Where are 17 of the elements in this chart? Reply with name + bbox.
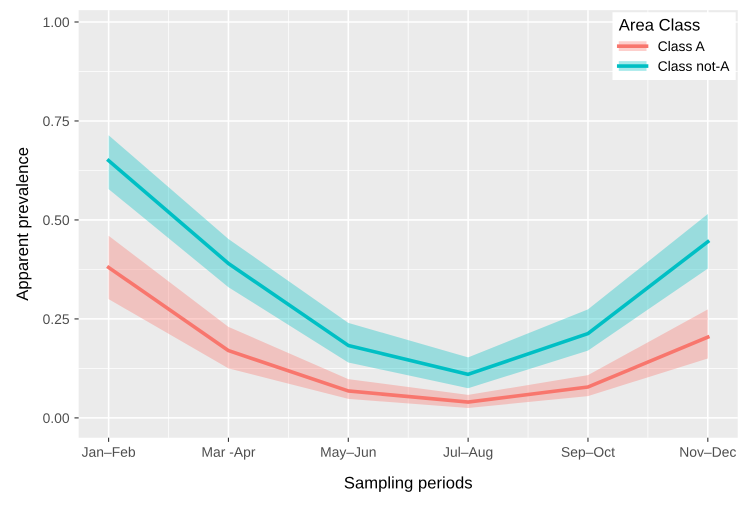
y-tick-label: 0.75	[43, 116, 70, 126]
x-tick-label: May–Jun	[321, 447, 376, 460]
x-tick-label: Nov–Dec	[680, 447, 736, 457]
x-tick-label: Mar -Apr	[202, 447, 256, 460]
x-tick-label: Jul–Aug	[443, 446, 492, 460]
x-tick-label: Jan–Feb	[82, 446, 136, 457]
legend-label: Class not-A	[658, 60, 730, 72]
x-tick-label: Sep–Oct	[562, 447, 615, 460]
y-tick-label: 0.00	[43, 413, 70, 424]
legend-label: Class A	[658, 40, 705, 52]
line-series	[106, 266, 710, 404]
legend-title: Area Class	[618, 18, 700, 31]
y-tick-label: 1.00	[44, 17, 70, 28]
y-axis-title: Apparent prevalence	[16, 148, 32, 301]
y-tick-label: 0.50	[43, 215, 70, 226]
x-axis-title: Sampling periods	[344, 476, 472, 492]
y-tick-label: 0.25	[43, 314, 70, 324]
